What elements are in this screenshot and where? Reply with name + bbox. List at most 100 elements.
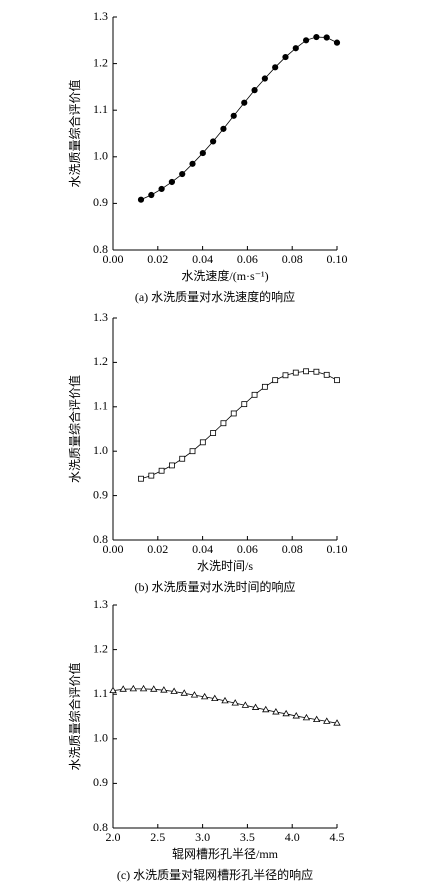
marker — [220, 420, 227, 427]
marker — [313, 368, 320, 375]
marker — [109, 686, 117, 694]
y-tick-label: 1.3 — [93, 9, 108, 23]
x-tick-label: 0.00 — [103, 252, 124, 266]
marker — [148, 191, 155, 199]
marker — [200, 692, 209, 700]
marker — [148, 472, 155, 479]
marker — [261, 383, 268, 390]
marker — [139, 684, 148, 692]
x-axis-title: 水洗速度/(m·s⁻¹) — [181, 268, 268, 283]
marker — [231, 699, 239, 706]
y-tick-label: 1.0 — [93, 443, 108, 457]
marker — [241, 401, 248, 408]
marker — [251, 87, 258, 94]
marker — [292, 45, 299, 52]
y-tick-label: 1.3 — [93, 597, 108, 611]
marker — [129, 684, 138, 692]
marker — [313, 33, 320, 41]
x-tick-label: 0.06 — [237, 252, 258, 266]
x-tick-label: 0.04 — [192, 252, 213, 266]
x-tick-label: 3.0 — [195, 830, 210, 844]
x-tick-label: 0.08 — [282, 252, 303, 266]
marker — [272, 377, 279, 384]
marker — [292, 369, 299, 376]
marker — [262, 705, 270, 713]
marker — [282, 372, 289, 379]
marker — [282, 709, 290, 717]
x-axis-title: 水洗时间/s — [197, 559, 253, 573]
y-axis-title: 水洗质量综合评价值 — [67, 662, 82, 770]
marker — [282, 53, 289, 61]
x-tick-label: 4.5 — [330, 830, 345, 844]
marker — [189, 160, 196, 167]
y-tick-label: 0.9 — [93, 195, 108, 209]
x-tick-label: 0.02 — [147, 252, 168, 266]
marker — [302, 713, 311, 721]
marker — [170, 687, 178, 694]
marker — [230, 410, 237, 417]
y-tick-label: 1.2 — [93, 55, 108, 69]
y-tick-label: 1.0 — [93, 731, 108, 745]
marker — [251, 391, 258, 398]
marker — [303, 368, 309, 375]
marker — [189, 448, 196, 455]
marker — [323, 34, 330, 41]
y-tick-label: 1.1 — [93, 399, 108, 413]
marker — [158, 467, 165, 474]
marker — [251, 703, 260, 710]
x-tick-label: 0.10 — [327, 542, 348, 556]
marker — [210, 430, 217, 436]
marker — [272, 708, 280, 715]
marker — [333, 39, 341, 46]
x-tick-label: 2.0 — [106, 830, 121, 844]
caption: (b) 水洗质量对水洗时间的响应 — [135, 579, 296, 594]
y-tick-label: 0.8 — [93, 532, 108, 546]
x-axis-title: 辊网槽形孔半径/mm — [172, 847, 279, 861]
line — [112, 688, 338, 724]
marker — [323, 371, 330, 378]
marker — [210, 138, 217, 145]
y-tick-label: 1.2 — [93, 354, 108, 368]
marker — [199, 439, 206, 446]
marker — [272, 64, 279, 71]
caption: (c) 水洗质量对辊网槽形孔半径的响应 — [117, 867, 313, 882]
marker — [334, 377, 340, 384]
marker — [292, 712, 300, 719]
y-tick-label: 1.1 — [93, 102, 108, 116]
marker — [180, 689, 188, 696]
marker — [302, 37, 310, 44]
y-tick-label: 1.0 — [93, 149, 108, 163]
x-tick-label: 0.08 — [282, 542, 303, 556]
x-tick-label: 0.00 — [103, 542, 124, 556]
marker — [323, 717, 331, 724]
marker — [261, 75, 268, 82]
marker — [220, 125, 227, 132]
caption: (a) 水洗质量对水洗速度的响应 — [135, 289, 295, 304]
x-tick-label: 0.06 — [237, 542, 258, 556]
marker — [179, 170, 186, 178]
x-tick-label: 3.5 — [240, 830, 255, 844]
x-tick-label: 0.02 — [147, 542, 168, 556]
y-tick-label: 0.8 — [93, 242, 108, 256]
x-tick-label: 0.04 — [192, 542, 213, 556]
y-tick-label: 1.2 — [93, 641, 108, 655]
x-tick-label: 2.5 — [150, 830, 165, 844]
y-tick-label: 0.9 — [93, 775, 108, 789]
marker — [158, 185, 165, 193]
marker — [179, 455, 186, 462]
y-tick-label: 0.9 — [93, 487, 108, 501]
x-tick-label: 4.0 — [285, 830, 300, 844]
marker — [221, 696, 229, 704]
y-tick-label: 1.1 — [93, 686, 108, 700]
marker — [211, 694, 219, 702]
marker — [241, 99, 248, 106]
marker — [230, 112, 237, 119]
line — [140, 36, 338, 201]
marker — [168, 178, 176, 186]
marker — [333, 719, 341, 726]
marker — [119, 685, 127, 692]
y-axis-title: 水洗质量综合评价值 — [67, 79, 82, 187]
marker — [190, 691, 199, 698]
marker — [312, 715, 321, 723]
